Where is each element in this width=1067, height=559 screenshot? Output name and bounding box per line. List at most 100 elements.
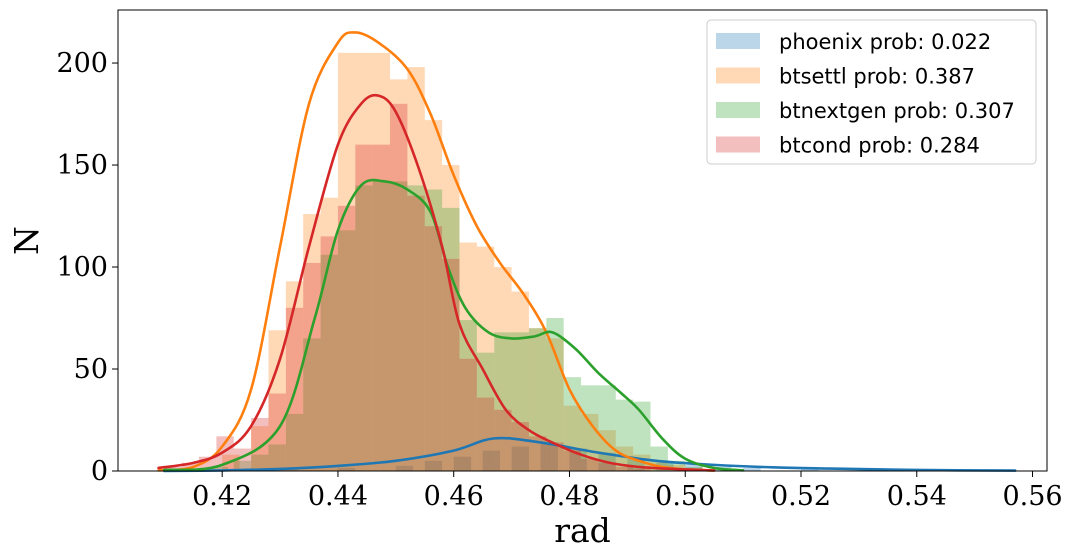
bar-btnextgen-8	[337, 230, 356, 471]
bar-phoenix-1	[280, 469, 298, 471]
bar-phoenix-3	[395, 465, 414, 471]
legend-swatch-btcond	[716, 136, 760, 153]
legend-swatch-btnextgen	[716, 102, 760, 118]
bar-btnextgen-15	[459, 320, 477, 471]
bar-btnextgen-3	[251, 454, 269, 471]
legend-box	[706, 19, 1037, 165]
bar-phoenix-4	[424, 460, 443, 471]
bar-btnextgen-9	[355, 185, 373, 472]
bar-phoenix-8	[540, 442, 558, 471]
bar-btsettl-12	[442, 165, 460, 471]
bar-btcond-27	[633, 468, 651, 471]
bar-btcond-23	[563, 450, 582, 471]
bar-btcond-9	[320, 236, 338, 471]
bars-btnextgen	[181, 181, 703, 472]
y-tick-label: 150	[56, 150, 108, 181]
bar-btnextgen-18	[511, 332, 529, 471]
bar-phoenix-7	[511, 446, 529, 471]
bar-btcond-22	[546, 442, 564, 471]
x-tick-label: 0.54	[887, 481, 947, 512]
bar-btsettl-17	[528, 328, 547, 471]
y-tick-label: 200	[56, 48, 108, 79]
bar-btcond-25	[598, 462, 616, 471]
legend-label-btnextgen: btnextgen prob: 0.307	[779, 99, 1015, 123]
density-curves	[157, 31, 1017, 473]
bar-btcond-8	[303, 262, 321, 471]
x-tick-label: 0.42	[192, 481, 252, 512]
legend-entry-btsettl: btsettl prob: 0.387	[716, 65, 975, 89]
bar-btnextgen-4	[268, 444, 286, 471]
y-tick-label: 100	[56, 252, 108, 283]
plot-frame	[117, 9, 1048, 472]
bar-btnextgen-17	[494, 332, 512, 471]
bar-phoenix-13	[685, 464, 703, 471]
bar-btsettl-14	[476, 246, 495, 471]
bar-btnextgen-23	[598, 385, 616, 471]
bar-btnextgen-12	[407, 185, 425, 472]
bar-btsettl-4	[303, 213, 321, 472]
bar-btnextgen-13	[424, 189, 443, 471]
x-tick-label: 0.46	[424, 481, 484, 512]
bar-btsettl-5	[320, 197, 338, 471]
y-axis-label: N	[7, 226, 46, 255]
bar-btcond-13	[390, 103, 408, 471]
x-tick-label: 0.44	[308, 481, 368, 512]
x-axis-ticks: 0.42 0.44 0.46 0.48 0.50 0.52 0.54 0.56	[192, 471, 1063, 512]
bar-btnextgen-6	[303, 338, 321, 471]
bar-btcond-24	[581, 458, 599, 471]
bar-btcond-10	[337, 205, 356, 471]
bar-btnextgen-10	[372, 181, 391, 471]
legend-swatch-btsettl	[716, 67, 760, 84]
x-tick-label: 0.52	[771, 481, 831, 512]
legend-entry-btcond: btcond prob: 0.284	[716, 134, 980, 158]
legend-entry-btnextgen: btnextgen prob: 0.307	[716, 99, 1015, 123]
y-axis-ticks: 0 50 100 150 200	[56, 48, 118, 487]
bar-btnextgen-14	[442, 207, 460, 472]
bar-phoenix-5	[453, 456, 472, 471]
bar-btsettl-7	[355, 52, 373, 472]
bar-phoenix-16	[801, 468, 819, 471]
bar-btcond-21	[528, 436, 547, 471]
bar-btcond-12	[372, 144, 391, 471]
bar-btsettl-9	[390, 79, 408, 471]
legend-label-btsettl: btsettl prob: 0.387	[779, 65, 975, 89]
bar-btcond-5	[251, 417, 269, 471]
bar-btcond-11	[355, 144, 373, 471]
bar-btnextgen-7	[320, 254, 338, 471]
bar-btnextgen-2	[233, 460, 252, 471]
bar-btnextgen-20	[546, 318, 564, 471]
kde-line-btnextgen	[163, 178, 745, 472]
bar-btsettl-6	[337, 52, 356, 472]
bar-btsettl-10	[407, 67, 425, 472]
bar-btcond-14	[407, 195, 425, 471]
bar-btnextgen-19	[528, 328, 547, 471]
bar-btnextgen-24	[615, 399, 634, 471]
legend-swatch-phoenix	[716, 33, 760, 49]
bar-phoenix-15	[743, 467, 761, 471]
bar-btnextgen-5	[285, 413, 304, 471]
kde-line-btsettl	[157, 31, 716, 472]
legend-label-phoenix: phoenix prob: 0.022	[779, 30, 991, 54]
legend-label-btcond: btcond prob: 0.284	[779, 134, 980, 158]
bar-btnextgen-27	[667, 460, 686, 471]
kde-line-phoenix	[163, 436, 1017, 473]
bar-btsettl-8	[372, 52, 391, 472]
bar-btcond-26	[615, 466, 634, 471]
bar-btcond-17	[459, 358, 477, 471]
bar-btsettl-18	[546, 338, 564, 471]
bar-btcond-18	[476, 397, 495, 471]
bar-btcond-15	[424, 226, 443, 471]
x-tick-label: 0.50	[655, 481, 715, 512]
x-tick-label: 0.56	[1002, 481, 1062, 512]
kde-line-btcond	[157, 93, 716, 472]
y-tick-label: 50	[74, 354, 108, 385]
bar-btsettl-15	[494, 267, 512, 471]
bar-btnextgen-11	[390, 181, 408, 471]
legend: phoenix prob: 0.022 btsettl prob: 0.387 …	[706, 19, 1037, 165]
bar-btsettl-13	[459, 242, 477, 471]
x-axis-label: rad	[554, 511, 611, 550]
bar-btsettl-19	[563, 405, 582, 471]
x-tick-label: 0.48	[539, 481, 599, 512]
bar-phoenix-6	[482, 450, 501, 471]
